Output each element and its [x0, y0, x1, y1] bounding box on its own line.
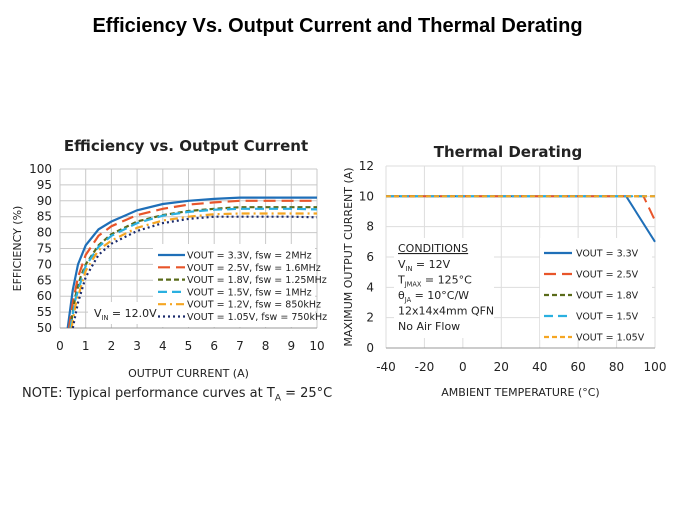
y-tick-label: 70: [37, 257, 52, 271]
note-sub: A: [274, 393, 281, 404]
series-line: [66, 196, 317, 329]
x-tick-label: 9: [287, 339, 295, 353]
y-tick-label: 50: [37, 321, 52, 335]
x-tick-label: 10: [309, 339, 324, 353]
legend-label: VOUT = 1.8V: [576, 291, 639, 302]
y-tick-label: 85: [37, 210, 52, 224]
y-tick-label: 10: [359, 189, 374, 203]
x-tick-label: 6: [210, 339, 218, 353]
x-tick-label: 4: [159, 339, 167, 353]
conditions-line: No Air Flow: [398, 320, 460, 333]
x-tick-label: 100: [644, 360, 667, 374]
x-axis-label: OUTPUT CURRENT (A): [128, 367, 249, 380]
y-axis-label: MAXIMUM OUTPUT CURRENT (A): [342, 167, 355, 346]
y-tick-label: 60: [37, 289, 52, 303]
x-tick-label: 5: [185, 339, 193, 353]
series-line: [69, 207, 318, 329]
legend-label: VOUT = 1.05V: [576, 333, 645, 344]
conditions-line: θJA = 10°C/W: [398, 289, 469, 304]
x-tick-label: 40: [532, 360, 547, 374]
series-line: [386, 195, 656, 243]
page-title: Efficiency Vs. Output Current and Therma…: [92, 15, 583, 37]
x-tick-label: 0: [459, 360, 467, 374]
y-tick-label: 4: [366, 280, 374, 294]
series-line: [70, 212, 317, 329]
x-tick-label: 3: [133, 339, 141, 353]
chart-title: Thermal Derating: [434, 143, 582, 161]
x-tick-label: 2: [108, 339, 116, 353]
y-tick-label: 12: [359, 159, 374, 173]
y-tick-label: 0: [366, 341, 374, 355]
x-axis-label: AMBIENT TEMPERATURE (°C): [441, 386, 599, 399]
legend-label: VOUT = 1.5V, fsw = 1MHz: [187, 287, 312, 298]
legend-label: VOUT = 1.5V: [576, 312, 639, 323]
x-tick-label: 8: [262, 339, 270, 353]
y-tick-label: 55: [37, 305, 52, 319]
note-prefix: NOTE: Typical performance curves at T: [22, 386, 275, 401]
y-tick-label: 2: [366, 311, 374, 325]
chart-title: Efficiency vs. Output Current: [64, 137, 308, 155]
x-tick-label: -40: [376, 360, 396, 374]
conditions-line: TJMAX = 125°C: [397, 274, 472, 289]
y-tick-label: 90: [37, 194, 52, 208]
conditions-line: VIN = 12V: [398, 258, 451, 273]
note-suffix: = 25°C: [280, 386, 333, 401]
legend-background: [540, 238, 652, 340]
legend-label: VOUT = 1.8V, fsw = 1.25MHz: [187, 275, 327, 286]
series-line: [67, 199, 317, 329]
x-tick-label: 7: [236, 339, 244, 353]
legend-label: VOUT = 1.05V, fsw = 750kHz: [187, 312, 327, 323]
note-text: NOTE: Typical performance curves at TA =…: [22, 386, 332, 404]
legend-label: VOUT = 1.2V, fsw = 850kHz: [187, 300, 321, 311]
legend-background: [153, 244, 315, 327]
annotation-background: [88, 302, 154, 324]
y-tick-label: 95: [37, 178, 52, 192]
x-tick-label: 80: [609, 360, 624, 374]
legend-label: VOUT = 3.3V, fsw = 2MHz: [187, 251, 312, 262]
vin-annotation: VIN = 12.0V: [94, 307, 157, 322]
y-tick-label: 8: [366, 220, 374, 234]
legend-label: VOUT = 2.5V, fsw = 1.6MHz: [187, 263, 321, 274]
y-tick-label: 65: [37, 273, 52, 287]
conditions-line: 12x14x4mm QFN: [398, 305, 494, 318]
y-tick-label: 6: [366, 250, 374, 264]
x-tick-label: 20: [494, 360, 509, 374]
series-line: [71, 215, 318, 329]
x-tick-label: 1: [82, 339, 90, 353]
y-tick-label: 80: [37, 226, 52, 240]
y-axis-label: EFFICIENCY (%): [11, 206, 24, 292]
series-line: [386, 195, 656, 222]
legend-label: VOUT = 3.3V: [576, 249, 639, 260]
x-tick-label: -20: [415, 360, 435, 374]
x-tick-label: 0: [56, 339, 64, 353]
x-tick-label: 60: [571, 360, 586, 374]
y-tick-label: 75: [37, 242, 52, 256]
legend-label: VOUT = 2.5V: [576, 270, 639, 281]
conditions-background: [394, 238, 494, 338]
conditions-heading: CONDITIONS: [398, 242, 468, 255]
y-tick-label: 100: [29, 162, 52, 176]
